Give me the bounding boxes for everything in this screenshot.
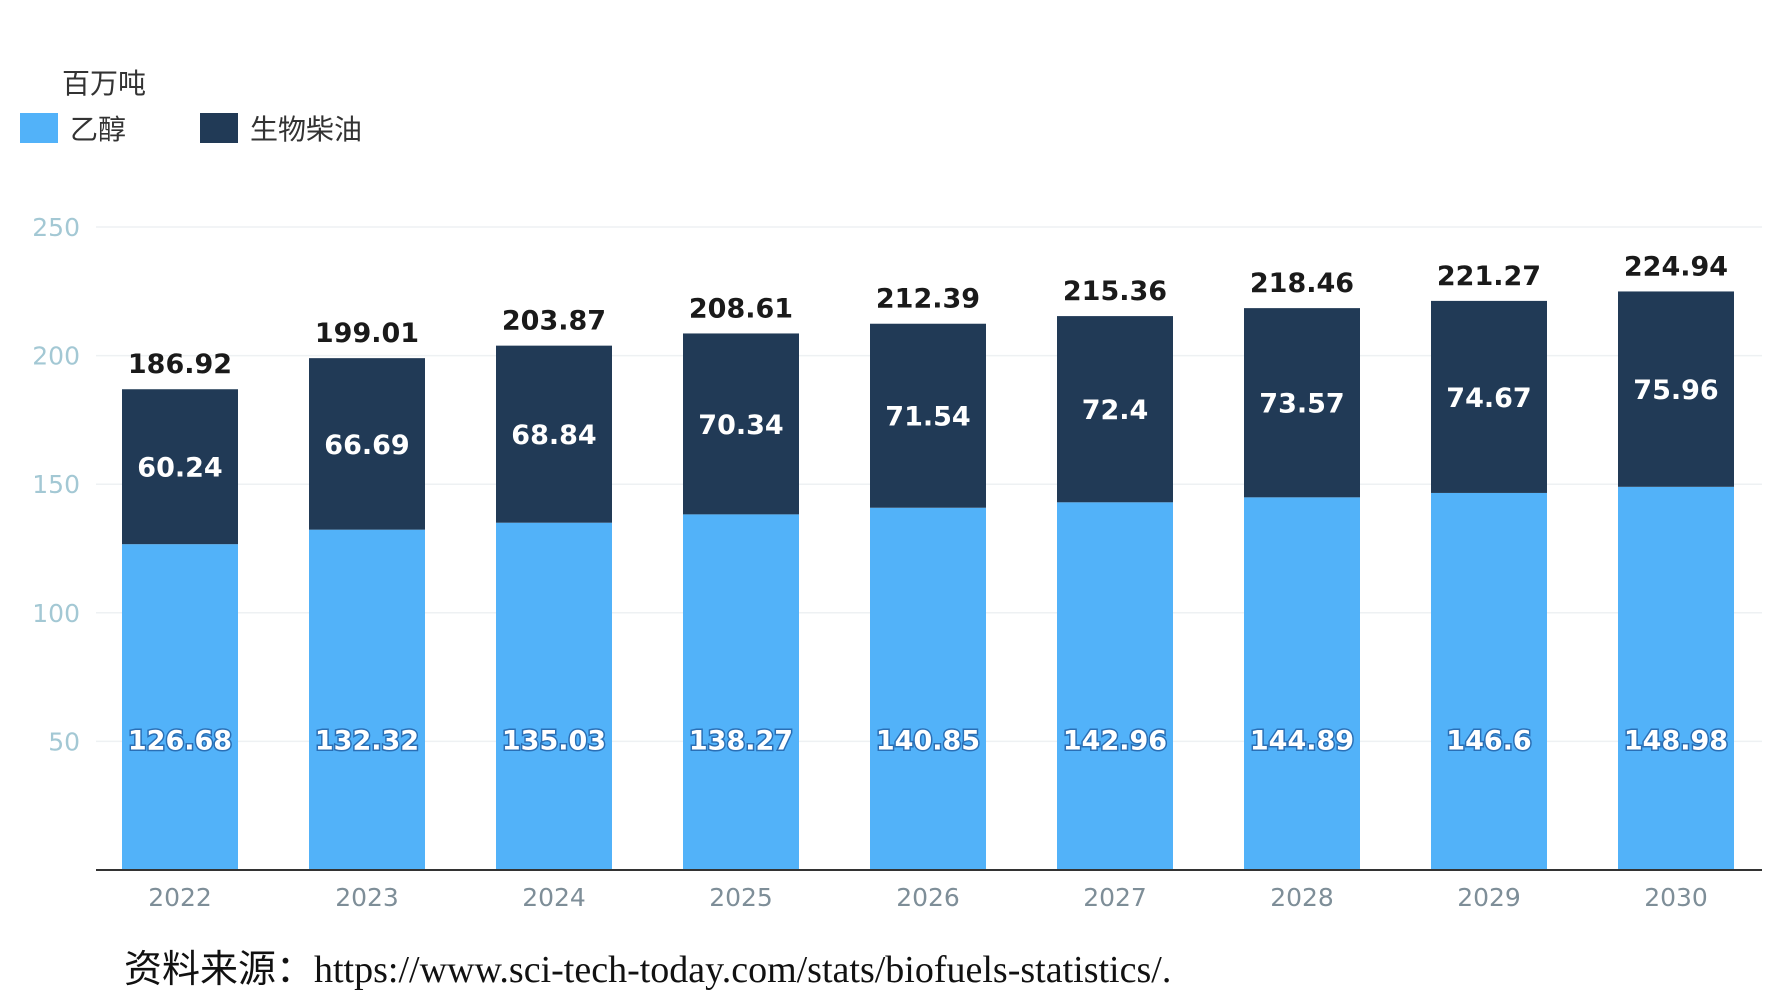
bar-ethanol-2030 [1618,486,1734,870]
data-label-biodiesel-2027: 72.4 [1082,395,1149,426]
bar-biodiesel-2030 [1618,291,1734,487]
bar-ethanol-2023 [309,529,425,870]
total-label-2029: 221.27 [1437,261,1541,292]
data-label-ethanol-2027: 142.96 [1063,725,1167,756]
data-label-ethanol-2030: 148.98 [1624,725,1728,756]
bar-biodiesel-2022 [122,389,238,545]
y-tick-label-50: 50 [48,727,80,756]
legend-item-biodiesel: 生物柴油 [200,108,362,148]
legend: 乙醇 生物柴油 [20,108,436,148]
data-label-ethanol-2024: 135.03 [502,725,606,756]
total-label-2022: 186.92 [128,349,232,380]
legend-label-ethanol: 乙醇 [70,113,127,146]
data-label-biodiesel-2022: 60.24 [137,453,222,484]
bar-ethanol-2028 [1244,497,1360,870]
data-label-ethanol-2026: 140.85 [876,725,980,756]
bar-ethanol-2025 [683,514,799,870]
y-tick-label-150: 150 [32,470,80,499]
bar-ethanol-2024 [496,522,612,870]
legend-item-ethanol: 乙醇 [20,108,126,148]
legend-swatch-ethanol [20,113,58,143]
bar-biodiesel-2023 [309,358,425,530]
total-label-2027: 215.36 [1063,276,1167,307]
bar-biodiesel-2029 [1431,300,1547,493]
x-tick-label-2022: 2022 [148,883,212,912]
data-label-ethanol-2025: 138.27 [689,725,793,756]
legend-swatch-biodiesel [200,113,239,143]
total-label-2026: 212.39 [876,284,980,315]
bar-biodiesel-2024 [496,345,612,523]
data-label-biodiesel-2028: 73.57 [1259,389,1344,420]
y-tick-label-250: 250 [32,213,80,242]
y-axis-unit-label: 百万吨 [62,67,147,100]
bar-biodiesel-2027 [1057,316,1173,503]
data-label-biodiesel-2030: 75.96 [1633,375,1718,406]
data-label-ethanol-2023: 132.32 [315,725,419,756]
data-label-biodiesel-2026: 71.54 [885,402,970,433]
total-label-2024: 203.87 [502,306,606,337]
x-tick-label-2030: 2030 [1644,883,1708,912]
x-tick-label-2025: 2025 [709,883,773,912]
bar-biodiesel-2026 [870,323,986,508]
bar-ethanol-2026 [870,507,986,870]
bar-ethanol-2022 [122,544,238,870]
data-label-ethanol-2022: 126.68 [128,725,232,756]
x-tick-label-2026: 2026 [896,883,960,912]
bar-ethanol-2027 [1057,502,1173,870]
total-label-2028: 218.46 [1250,268,1354,299]
x-tick-label-2027: 2027 [1083,883,1147,912]
data-label-biodiesel-2029: 74.67 [1446,383,1531,414]
total-label-2030: 224.94 [1624,251,1728,282]
y-tick-label-100: 100 [32,599,80,628]
data-label-biodiesel-2025: 70.34 [698,410,783,441]
x-tick-label-2028: 2028 [1270,883,1334,912]
y-tick-label-200: 200 [32,342,80,371]
source-citation: 资料来源：https://www.sci-tech-today.com/stat… [124,949,1172,991]
x-tick-label-2023: 2023 [335,883,399,912]
total-label-2025: 208.61 [689,293,793,324]
data-label-biodiesel-2023: 66.69 [324,430,409,461]
data-label-biodiesel-2024: 68.84 [511,420,596,451]
x-tick-label-2024: 2024 [522,883,586,912]
total-label-2023: 199.01 [315,318,419,349]
y-axis-ticks: 50 100 150 200 250 [32,213,80,756]
data-labels: 126.68 60.24 186.92 132.32 66.69 199.01 135.03… [126,251,1729,757]
bar-biodiesel-2025 [683,333,799,515]
bars [122,291,1734,870]
legend-label-biodiesel: 生物柴油 [250,113,363,146]
x-axis-ticks: 2022 2023 2024 2025 2026 2027 2028 2029 2030 [148,883,1708,912]
data-label-ethanol-2029: 146.6 [1446,725,1531,756]
x-tick-label-2029: 2029 [1457,883,1521,912]
data-label-ethanol-2028: 144.89 [1250,725,1354,756]
bar-biodiesel-2028 [1244,308,1360,498]
bar-ethanol-2029 [1431,492,1547,870]
